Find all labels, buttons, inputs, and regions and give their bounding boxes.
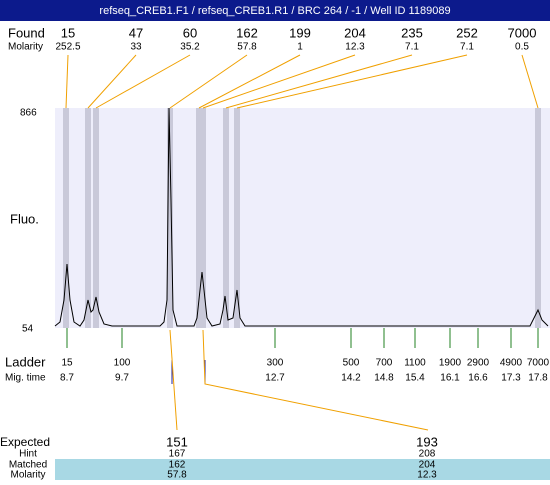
ladder-size: 300 xyxy=(267,358,284,369)
found-molarity: 252.5 xyxy=(55,42,80,53)
mig-time-label: Mig. time xyxy=(5,373,46,384)
peak-band xyxy=(223,108,229,328)
peak-connector xyxy=(65,54,69,109)
matched-label: Matched xyxy=(9,460,47,471)
ladder-size: 100 xyxy=(114,358,131,369)
peak-band xyxy=(196,108,202,328)
found-size: 60 xyxy=(183,25,197,40)
found-molarity: 35.2 xyxy=(180,42,200,53)
ladder-label: Ladder xyxy=(5,354,46,369)
molarity: 12.3 xyxy=(417,470,437,480)
found-size: 7000 xyxy=(508,25,537,40)
found-molarity: 1 xyxy=(297,42,303,53)
peak-band xyxy=(535,108,541,328)
expected-size: 193 xyxy=(416,434,438,449)
peak-connector xyxy=(236,54,468,109)
peak-connector xyxy=(202,54,356,109)
peak-band xyxy=(93,108,99,328)
peak-band xyxy=(234,108,240,328)
found-size: 15 xyxy=(61,25,75,40)
title: refseq_CREB1.F1 / refseq_CREB1.R1 / BRC … xyxy=(99,5,450,17)
found-size: 235 xyxy=(401,25,423,40)
mig-time: 17.8 xyxy=(528,373,548,384)
found-molarity: 7.1 xyxy=(460,42,474,53)
y-min: 54 xyxy=(22,324,34,335)
matched: 162 xyxy=(169,460,186,471)
found-size: 204 xyxy=(344,25,366,40)
peak-connector xyxy=(87,54,137,109)
found-size: 47 xyxy=(129,25,143,40)
mig-time: 12.7 xyxy=(265,373,285,384)
peak-band xyxy=(200,108,206,328)
found-molarity: 0.5 xyxy=(515,42,529,53)
trace xyxy=(54,107,549,327)
mig-time: 14.8 xyxy=(374,373,394,384)
ladder-size: 7000 xyxy=(527,358,550,369)
found-size: 252 xyxy=(456,25,478,40)
found-label: Found xyxy=(8,25,45,40)
peak-band xyxy=(63,108,69,328)
y-axis-label: Fluo. xyxy=(10,211,39,226)
mig-time: 16.6 xyxy=(468,373,488,384)
hint: 208 xyxy=(419,449,436,460)
found-size: 199 xyxy=(289,25,311,40)
expected-size: 151 xyxy=(166,434,188,449)
peak-connector xyxy=(95,54,191,109)
ladder-size: 700 xyxy=(376,358,393,369)
expected-label: Expected xyxy=(0,435,50,449)
peak-band xyxy=(85,108,91,328)
mig-time: 9.7 xyxy=(115,373,129,384)
found-molarity: 12.3 xyxy=(345,42,365,53)
ladder-size: 4900 xyxy=(500,358,523,369)
molarity-row-label: Molarity xyxy=(10,470,45,480)
peak-connector xyxy=(169,54,248,109)
peak-connector xyxy=(521,54,539,109)
mig-time: 8.7 xyxy=(60,373,74,384)
found-molarity: 57.8 xyxy=(237,42,257,53)
molarity: 57.8 xyxy=(167,470,187,480)
ladder-size: 1100 xyxy=(404,358,426,369)
hint-label: Hint xyxy=(19,449,37,460)
peak-band xyxy=(167,108,173,328)
ladder-size: 1900 xyxy=(439,358,462,369)
matched: 204 xyxy=(419,460,436,471)
molarity-label: Molarity xyxy=(8,42,43,53)
peak-connector xyxy=(198,54,301,109)
found-size: 162 xyxy=(236,25,258,40)
y-max: 866 xyxy=(20,108,37,119)
matched-band xyxy=(55,459,550,480)
ladder-size: 15 xyxy=(61,358,73,369)
mig-time: 15.4 xyxy=(405,373,425,384)
peak-connector xyxy=(225,54,413,109)
ladder-size: 500 xyxy=(343,358,360,369)
ladder-size: 2900 xyxy=(467,358,490,369)
connector xyxy=(169,329,178,431)
connector xyxy=(202,329,429,431)
found-molarity: 33 xyxy=(130,42,142,53)
plot-area xyxy=(55,108,550,328)
hint: 167 xyxy=(169,449,186,460)
mig-time: 14.2 xyxy=(341,373,361,384)
title-bar xyxy=(0,0,550,21)
mig-time: 16.1 xyxy=(440,373,460,384)
mig-time: 17.3 xyxy=(501,373,521,384)
found-molarity: 7.1 xyxy=(405,42,419,53)
